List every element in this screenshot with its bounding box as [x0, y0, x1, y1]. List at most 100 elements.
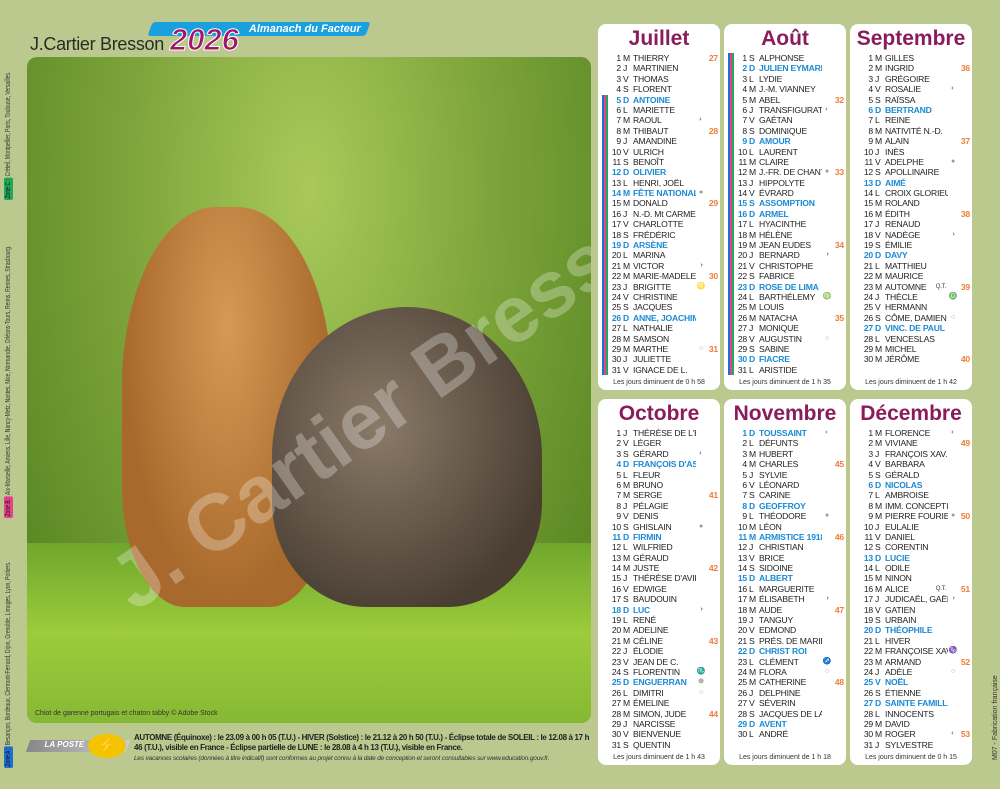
- icon-slot: [822, 449, 832, 459]
- day-row: 26 S CÔME, DAMIEN ○: [850, 313, 972, 323]
- week-number: 40: [960, 354, 970, 365]
- weekday-letter: L: [623, 177, 628, 188]
- day-row: 13 L HENRI, JOËL: [598, 178, 720, 188]
- saint-name: ULRICH: [633, 146, 664, 157]
- day-number: 19: [863, 240, 873, 251]
- weekday-letter: L: [875, 708, 880, 719]
- week-number: [958, 126, 972, 136]
- saint-name: VINC. DE PAUL: [885, 323, 945, 334]
- capricorn-icon: ♑: [948, 647, 958, 655]
- weekday-letter: S: [623, 448, 629, 459]
- weekday-letter: D: [749, 354, 756, 365]
- icon-slot: [948, 501, 958, 511]
- icon-slot: [822, 584, 832, 594]
- day-number: 9: [616, 136, 621, 147]
- saint-name: LÉGER: [633, 438, 662, 449]
- almanach-title: Almanach du Facteur: [248, 23, 361, 35]
- weekday-letter: S: [623, 739, 629, 750]
- day-row: 16 V EDWIGE: [598, 584, 720, 594]
- saint-name: ENGUERRAN: [633, 677, 687, 688]
- weekday-letter: M: [623, 260, 630, 271]
- last-quarter-icon: ◐: [698, 449, 704, 457]
- icon-slot: [822, 302, 832, 312]
- day-row: 11 M CLAIRE: [724, 157, 846, 167]
- icon-slot: [948, 449, 958, 459]
- saint-name: AVENT: [759, 718, 787, 729]
- week-number: [958, 198, 972, 208]
- saint-name: DOMINIQUE: [759, 125, 807, 136]
- saint-name: MARGUERITE: [759, 583, 815, 594]
- weekday-letter: V: [623, 146, 629, 157]
- saint-name: J.-FR. DE CHANTAL: [759, 167, 822, 178]
- day-row: 21 M CÉLINE 43: [598, 636, 720, 646]
- saint-name: THÈCLE: [885, 291, 918, 302]
- saint-name: NOËL: [885, 677, 909, 688]
- full-moon-icon: ○: [698, 344, 704, 352]
- week-number: [958, 219, 972, 229]
- weekday-letter: D: [623, 459, 630, 470]
- day-row: 30 M ROGER ◐ 53: [850, 729, 972, 739]
- icon-slot: [822, 126, 832, 136]
- week-number: 53: [960, 729, 970, 740]
- weekday-letter: S: [875, 240, 881, 251]
- saint-name: MONIQUE: [759, 323, 799, 334]
- day-row: 8 M THIBAUT 28: [598, 126, 720, 136]
- icon-slot: [948, 709, 958, 719]
- week-number: [958, 271, 972, 281]
- icon-slot: [948, 271, 958, 281]
- week-number: [832, 147, 846, 157]
- day-row: 18 S FRÉDÉRIC: [598, 230, 720, 240]
- month-title: Octobre: [618, 402, 700, 425]
- month-title: Décembre: [860, 402, 962, 425]
- day-number: 26: [611, 687, 621, 698]
- weekday-letter: S: [749, 490, 755, 501]
- icon-slot: [822, 470, 832, 480]
- saint-name: EDMOND: [759, 625, 796, 636]
- icon-slot: [696, 553, 706, 563]
- week-number: [706, 449, 720, 459]
- day-row: 16 M ALICE Q.T. 51: [850, 584, 972, 594]
- weekday-letter: V: [749, 698, 755, 709]
- saint-name: BARBARA: [885, 459, 925, 470]
- saint-name: GÉRALD: [885, 469, 920, 480]
- day-row: 28 V AUGUSTIN ○: [724, 334, 846, 344]
- day-number: 14: [611, 563, 621, 574]
- icon-slot: [696, 709, 706, 719]
- day-number: 31: [611, 364, 621, 375]
- saint-name: TRANSFIGURATION: [759, 104, 822, 115]
- weekday-letter: J: [749, 542, 754, 553]
- day-number: 16: [863, 208, 873, 219]
- icon-slot: [696, 323, 706, 333]
- day-number: 1: [742, 428, 747, 438]
- icon-slot: [822, 157, 832, 167]
- weekday-letter: J: [749, 177, 754, 188]
- icon-slot: [822, 709, 832, 719]
- day-number: 23: [737, 656, 747, 667]
- icon-slot: [696, 302, 706, 312]
- day-number: 10: [611, 521, 621, 532]
- weekday-letter: L: [875, 563, 880, 574]
- weekday-letter: M: [749, 448, 756, 459]
- saint-name: MARTINIEN: [633, 63, 679, 74]
- daylight-note: Les jours diminuent de 1 h 42: [865, 379, 957, 386]
- icon-slot: [948, 698, 958, 708]
- day-number: 20: [863, 250, 873, 261]
- weekday-letter: L: [875, 260, 880, 271]
- day-number: 12: [611, 167, 621, 178]
- day-number: 8: [616, 500, 621, 511]
- icon-slot: [948, 209, 958, 219]
- day-number: 28: [737, 333, 747, 344]
- weekday-letter: V: [875, 229, 881, 240]
- saint-name: BRUNO: [633, 479, 664, 490]
- week-number: [706, 136, 720, 146]
- week-number: [706, 719, 720, 729]
- weekday-letter: V: [623, 438, 629, 449]
- weekday-letter: J: [875, 666, 880, 677]
- day-number: 23: [737, 281, 747, 292]
- day-row: 29 D AVENT: [724, 719, 846, 729]
- saint-name: FRANÇOISE XAV.: [885, 646, 948, 657]
- day-row: 22 S FABRICE: [724, 271, 846, 281]
- saint-name: APOLLINAIRE: [885, 167, 940, 178]
- day-number: 27: [863, 698, 873, 709]
